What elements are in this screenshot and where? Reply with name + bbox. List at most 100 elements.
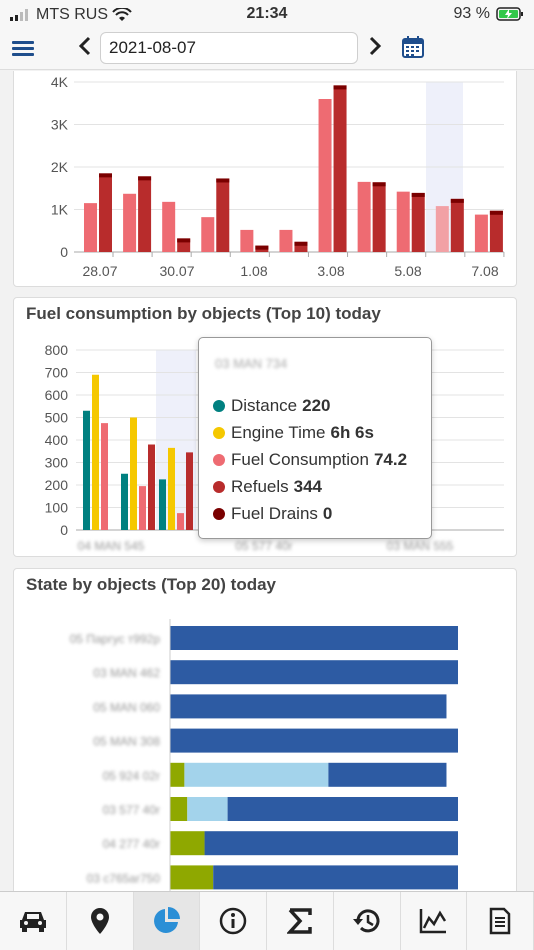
location-pin-icon [90,908,109,934]
date-input[interactable] [100,32,358,64]
bar-consumption [201,217,215,252]
y-tick-label: 600 [45,387,69,403]
tooltip-value: 0 [322,504,333,523]
state-segment-blue [170,694,447,719]
bar-refuels [411,192,425,252]
bar-fuel-consumption [177,513,184,530]
bar-consumption [240,229,254,252]
daily-fuel-chart-card: 0 1K 2K 3K 4K 28.07 30.07 1.08 3.08 5.08 7.08 [13,71,517,287]
bar-drains [294,241,308,246]
x-tick-label: 7.08 [471,263,498,279]
bar-consumption [474,214,488,252]
bar-distance [121,473,128,530]
state-segment-blue [227,797,458,821]
tooltip-row-distance: Distance 220 [213,396,331,416]
clock: 21:34 [246,5,288,22]
y-tick-label: 1K [51,202,69,218]
battery-level: 93 % [453,5,490,22]
nav-summary[interactable] [267,892,334,950]
engine-time-dot [213,427,225,439]
bar-drains [489,210,503,215]
signal-icon [10,9,28,21]
bar-drains [450,198,464,203]
bar-fuel-consumption [101,423,108,530]
fuel-consumption-dot [213,454,225,466]
state-segment-green [170,762,185,787]
y-tick-label: 500 [45,410,69,426]
x-tick-label: 30.07 [159,263,194,279]
bar-consumption [396,191,410,252]
refuels-dot [213,481,225,493]
bar-refuels [489,210,503,252]
state-segment-blue [170,626,458,650]
bar-drains [333,85,347,90]
bar-drains [177,238,191,243]
nav-info[interactable] [200,892,267,950]
bar-consumption [279,229,293,252]
nav-history[interactable] [334,892,401,950]
state-segment-green [170,865,214,890]
history-icon [352,909,380,933]
bar-engine-time [130,417,137,530]
y-tick-label: 700 [45,365,69,381]
tooltip-value: 6h 6s [330,423,374,442]
nav-objects[interactable] [0,892,67,950]
nav-map[interactable] [67,892,134,950]
status-bar: MTS RUS 21:34 93 % [0,0,534,30]
state-segment-blue [204,831,458,856]
next-date-button[interactable] [364,36,386,64]
carrier-name: MTS RUS [36,6,108,23]
state-segment-blue [170,660,458,685]
menu-button[interactable] [12,38,34,60]
calendar-button[interactable] [402,36,426,60]
bar-drains [372,182,386,187]
y-tick-label: 0 [60,522,68,538]
sigma-icon [286,908,312,934]
state-card: State by objects (Top 20) today 05 Паргу… [13,568,517,891]
chevron-left-icon [78,36,91,56]
x-tick-label: 3.08 [317,263,344,279]
tooltip-label: Fuel Consumption [231,450,369,469]
nav-reports-chart[interactable] [401,892,468,950]
tooltip-value: 344 [293,477,323,496]
distance-dot [213,400,225,412]
tooltip-row-refuels: Refuels 344 [213,477,322,497]
object-label: 05 924 02r [103,769,160,783]
nav-report[interactable] [467,892,534,950]
state-chart[interactable]: 05 Паргус т992р 03 MAN 462 05 MAN 060 05 MA… [14,569,518,891]
tooltip-row-fuel-consumption: Fuel Consumption 74.2 [213,450,407,470]
bar-drains [216,178,230,183]
x-tick-label: 28.07 [82,263,117,279]
bottom-navigation [0,891,534,950]
fuel-consumption-chart[interactable]: 0 100 200 300 400 500 600 700 800 04 MAN 545 05 57… [14,298,518,558]
bar-drains [255,245,269,250]
tooltip-value: 220 [302,396,331,415]
y-tick-label: 3K [51,117,69,133]
bar-drains [411,192,425,197]
bar-drains [99,173,112,178]
state-title: State by objects (Top 20) today [26,575,277,594]
bar-distance [159,479,166,530]
bar-drains [138,176,152,181]
bar-refuels [99,173,112,252]
state-segment-blue [213,865,458,890]
y-tick-label: 100 [45,500,69,516]
chart-tooltip: 03 MAN 734 Distance 220 Engine Time 6h 6… [198,337,432,539]
bar-consumption [357,181,371,252]
x-tick-label: 04 MAN 545 [78,539,145,553]
state-segment-blue [170,728,458,753]
bar-refuels [333,85,347,253]
bar-engine-time [168,447,175,530]
tooltip-label: Refuels [231,477,289,496]
calendar-icon [402,36,424,58]
fuel-consumption-title: Fuel consumption by objects (Top 10) tod… [26,304,381,323]
previous-date-button[interactable] [74,36,96,64]
tooltip-label: Engine Time [231,423,326,442]
carrier: MTS RUS [10,6,132,24]
car-icon [19,912,46,932]
nav-dashboard[interactable] [133,892,201,950]
dashboard-content[interactable]: 0 1K 2K 3K 4K 28.07 30.07 1.08 3.08 5.08 7.08 Fuel… [0,71,534,891]
daily-fuel-chart[interactable]: 0 1K 2K 3K 4K 28.07 30.07 1.08 3.08 5.08 7.08 [14,71,518,288]
pie-chart-icon [154,907,181,933]
object-label: 04 277 40r [103,837,160,851]
